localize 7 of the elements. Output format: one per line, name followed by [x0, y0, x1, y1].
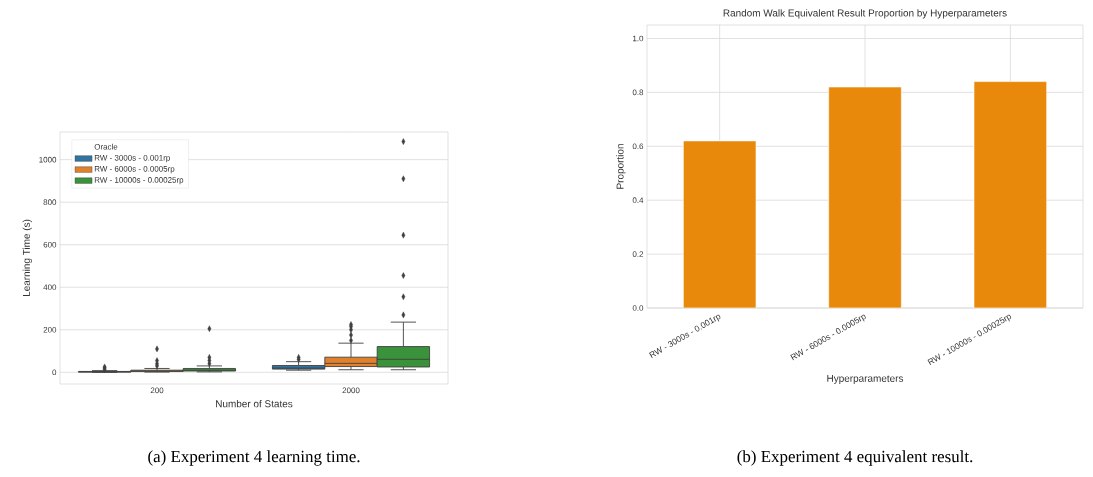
y-axis-title: Learning Time (s): [22, 219, 32, 297]
x-axis-title: Hyperparameters: [827, 374, 904, 384]
chart-title: Random Walk Equivalent Result Proportion by Hyperparameters: [723, 9, 1007, 19]
text: (a) Experiment 4 learning time.: [148, 450, 360, 466]
y-axis-title: Proportion: [616, 144, 626, 189]
x-axis-title: Number of States: [216, 400, 293, 408]
text: (b) Experiment 4 equivalent result.: [737, 450, 973, 466]
